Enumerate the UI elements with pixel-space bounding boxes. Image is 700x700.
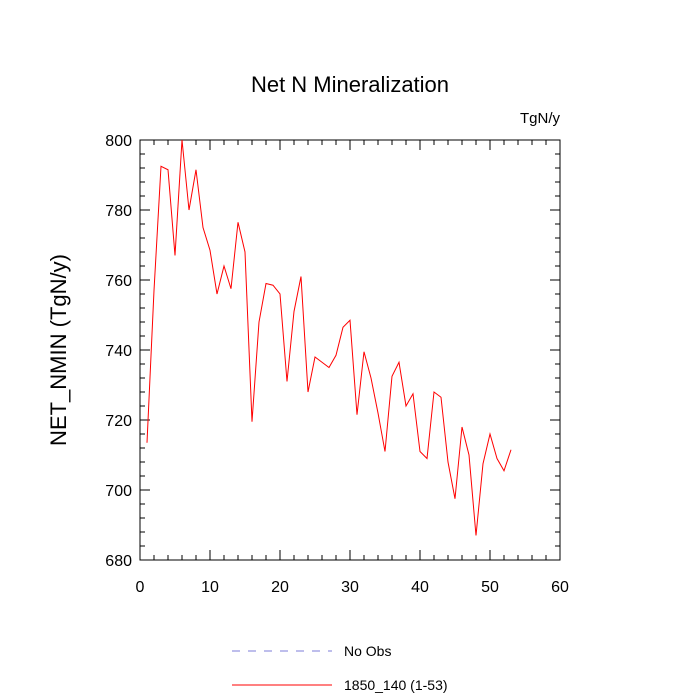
axis-ticks [139,139,561,561]
y-tick-label: 780 [105,203,132,220]
x-tick-label: 30 [341,579,359,596]
y-tick-label: 760 [105,273,132,290]
chart-title: Net N Mineralization [251,72,449,97]
legend: No Obs 1850_140 (1-53) [232,643,448,693]
x-tick-label: 50 [481,579,499,596]
y-tick-label: 680 [105,553,132,570]
tick-labels: 0 10 20 30 40 50 60 680 700 720 740 760 780 800 [105,133,569,596]
x-tick-label: 20 [271,579,289,596]
legend-label-1850-140: 1850_140 (1-53) [344,677,448,693]
y-tick-label: 800 [105,133,132,150]
y-tick-label: 740 [105,343,132,360]
x-tick-label: 40 [411,579,429,596]
x-tick-label: 0 [136,579,145,596]
y-axis-label: NET_NMIN (TgN/y) [46,254,71,446]
plot-frame [139,139,561,561]
y-tick-label: 720 [105,413,132,430]
series-line-1 [146,139,512,536]
x-tick-label: 60 [551,579,569,596]
units-label: TgN/y [520,110,561,127]
x-tick-label: 10 [201,579,219,596]
legend-label-no-obs: No Obs [344,643,391,659]
y-tick-label: 700 [105,483,132,500]
series-layer [146,139,512,536]
